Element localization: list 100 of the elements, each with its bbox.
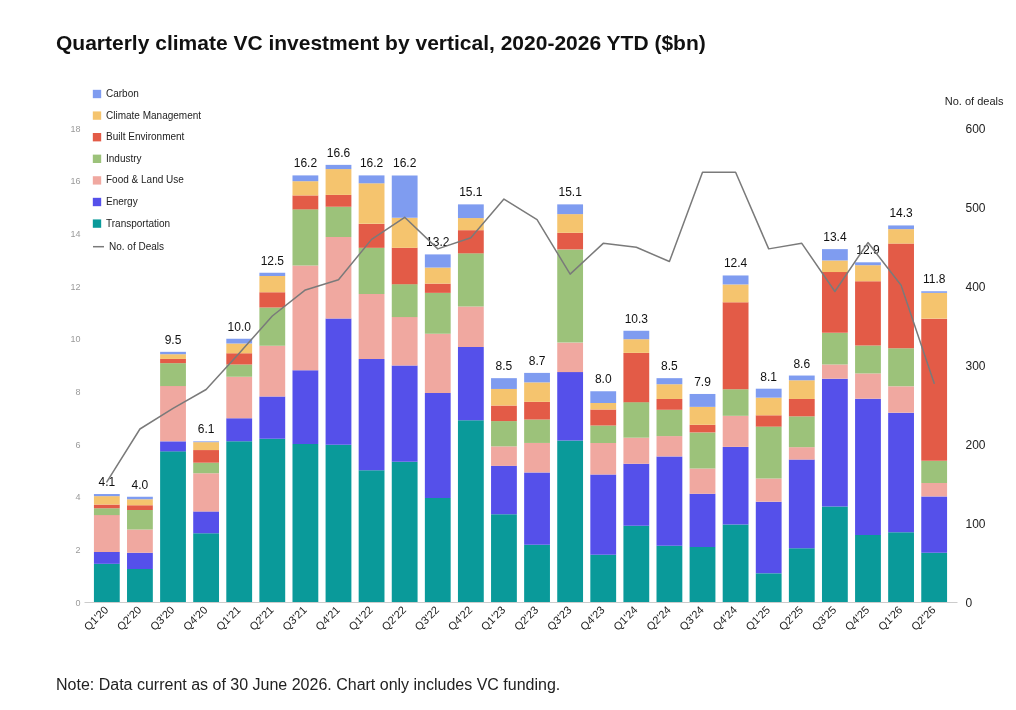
bar: [755, 397, 782, 416]
bar: [457, 218, 484, 231]
bar: [226, 343, 253, 354]
bar: [689, 546, 716, 602]
bar: [259, 396, 286, 439]
bar: [590, 442, 617, 475]
bar: [888, 348, 914, 387]
y-tick-label: 2: [75, 544, 81, 555]
bar: [623, 402, 650, 438]
bar: [623, 330, 650, 340]
bar: [127, 505, 153, 511]
bar: [855, 262, 881, 266]
bar: [259, 438, 286, 602]
y2-tick-label: 400: [965, 279, 986, 294]
bar: [855, 535, 881, 602]
bar: [590, 391, 617, 403]
legend-label: Carbon: [106, 88, 139, 99]
bar: [292, 209, 319, 266]
bar: [722, 415, 749, 447]
bar: [292, 265, 319, 371]
bar: [491, 446, 517, 466]
bar: [557, 214, 584, 233]
bar: [127, 510, 153, 530]
legend-label: Industry: [106, 152, 142, 164]
bar: [888, 229, 914, 244]
legend-label: Transportation: [106, 217, 171, 229]
bar: [226, 418, 253, 442]
total-label: 8.5: [661, 359, 679, 374]
bar: [491, 514, 517, 602]
bar: [623, 437, 650, 464]
bar: [855, 345, 881, 374]
bar: [259, 275, 286, 293]
bar: [722, 524, 749, 602]
bar: [755, 426, 782, 479]
bar: [524, 382, 550, 402]
total-label: 13.4: [823, 230, 847, 245]
total-label: 4.1: [98, 475, 116, 490]
bar: [921, 496, 948, 553]
text: Note: Data current as of 30 June 2026. Chart only includes VC funding.: [56, 676, 561, 694]
bar: [855, 281, 881, 346]
y-tick-label: 6: [75, 439, 81, 450]
bar: [590, 409, 617, 426]
bar: [722, 446, 749, 525]
bar: [821, 249, 848, 261]
total-label: 16.2: [359, 156, 384, 171]
total-label: 8.7: [528, 353, 546, 368]
total-label: 9.5: [164, 332, 182, 347]
total-label: 10.0: [227, 319, 252, 334]
bar: [160, 363, 186, 387]
bar: [491, 421, 517, 447]
bar: [557, 342, 584, 373]
bar: [722, 302, 749, 390]
bar: [127, 529, 153, 553]
y2-tick-label: 0: [965, 595, 973, 610]
bar: [524, 472, 550, 545]
bar: [524, 372, 550, 383]
bar: [491, 388, 517, 406]
bar: [855, 265, 881, 282]
y-tick-label: 4: [75, 492, 81, 503]
bar: [788, 548, 815, 602]
y-tick-label: 18: [70, 123, 81, 134]
bar: [457, 230, 484, 254]
bar: [292, 181, 319, 196]
y2-axis-title: No. of deals: [944, 94, 1004, 107]
bar: [689, 468, 716, 494]
bar: [193, 462, 220, 474]
bar: [788, 459, 815, 549]
bar: [160, 386, 186, 442]
bar: [325, 206, 352, 238]
bar: [821, 378, 848, 507]
legend-label: No. of Deals: [109, 240, 165, 252]
bar: [259, 292, 286, 308]
bar: [424, 267, 451, 284]
total-label: 8.5: [495, 359, 513, 374]
bar: [656, 545, 683, 602]
bar: [226, 376, 253, 419]
bar: [788, 416, 815, 448]
chart-title: Quarterly climate VC investment by vertical, 2020-2026 YTD ($bn): [56, 31, 706, 54]
bar: [921, 460, 948, 483]
bar: [358, 247, 385, 294]
total-label: 15.1: [558, 185, 583, 200]
bar: [391, 461, 418, 602]
bar: [888, 225, 914, 230]
bar: [722, 389, 749, 416]
total-label: 8.6: [793, 356, 811, 371]
bar: [821, 260, 848, 273]
y2-tick-label: 100: [965, 516, 986, 531]
bar: [424, 392, 451, 498]
bar: [391, 217, 418, 248]
bar: [193, 450, 220, 463]
total-label: 8.1: [760, 369, 778, 384]
bar: [358, 223, 385, 248]
bar: [358, 293, 385, 359]
bar: [127, 569, 153, 602]
bar: [93, 496, 120, 505]
bar: [391, 247, 418, 285]
bar: [755, 501, 782, 574]
bar: [391, 317, 418, 366]
bar: [656, 436, 683, 457]
bar: [755, 388, 782, 398]
